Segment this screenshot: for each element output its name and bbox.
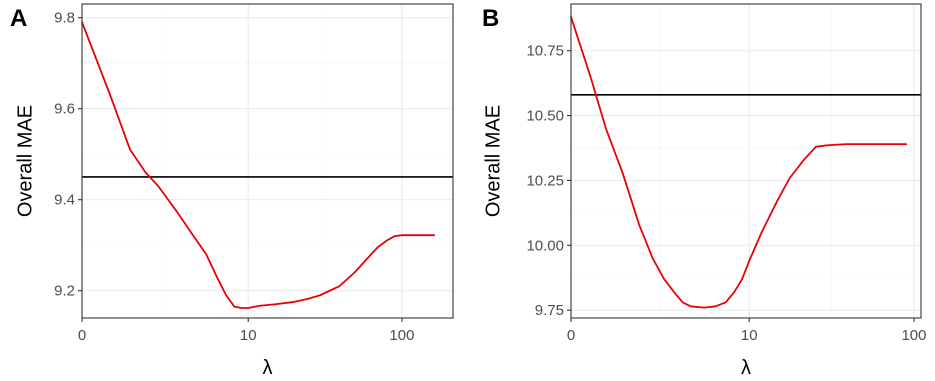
- panel-b: 9.75 10.00 10.25 10.50 10.75 0 10 100 λ Overall M…: [482, 3, 926, 379]
- mae-curve: [570, 16, 908, 309]
- x-tick-label: 10: [240, 327, 257, 344]
- y-axis-title: Overall MAE: [14, 105, 36, 217]
- x-axis-title: λ: [263, 357, 273, 379]
- panel-tag: B: [482, 5, 499, 32]
- panel-border: [570, 3, 922, 319]
- y-axis-title: Overall MAE: [482, 105, 504, 217]
- x-tick-label: 0: [567, 327, 575, 344]
- y-tick-label: 10.00: [526, 237, 564, 254]
- x-tick-label: 100: [901, 327, 926, 344]
- y-tick-label: 10.50: [526, 108, 564, 125]
- panel-tag: A: [10, 5, 27, 32]
- grid-lines: [570, 4, 921, 318]
- y-tick-label: 10.25: [526, 172, 564, 189]
- panel-a: 9.2 9.4 9.6 9.8 0 10 100 λ Overall MAE A: [10, 3, 454, 379]
- x-tick-label: 100: [389, 327, 414, 344]
- panel-border: [81, 3, 454, 319]
- x-axis-title: λ: [741, 357, 751, 379]
- y-tick-label: 10.75: [526, 43, 564, 60]
- y-tick-label: 9.6: [54, 101, 75, 118]
- mae-curve: [81, 21, 436, 309]
- y-tick-label: 9.2: [54, 283, 75, 300]
- y-tick-label: 9.75: [535, 302, 564, 319]
- y-tick-label: 9.8: [54, 10, 75, 27]
- x-tick-label: 0: [78, 327, 86, 344]
- x-tick-label: 10: [741, 327, 758, 344]
- y-tick-label: 9.4: [54, 192, 75, 209]
